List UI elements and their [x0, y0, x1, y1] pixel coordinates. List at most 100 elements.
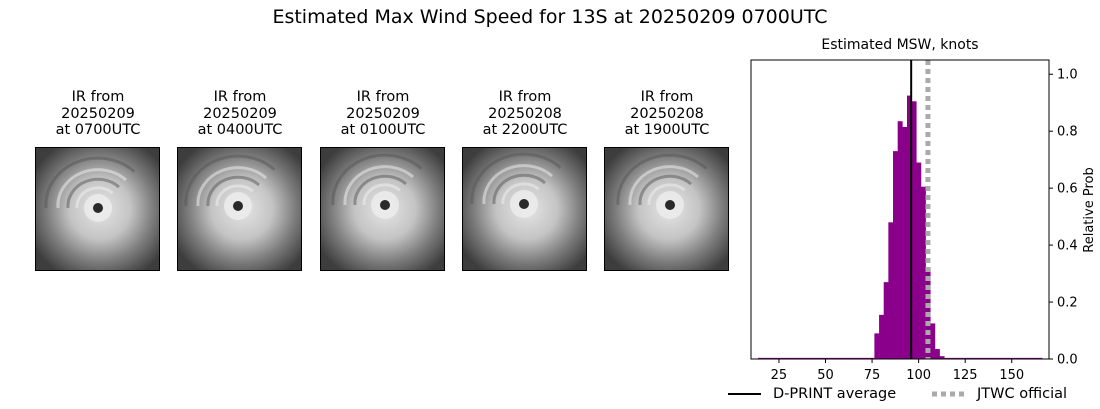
y-axis-label: Relative Prob	[1082, 167, 1097, 252]
ir-caption: IR from 20250208 at 1900UTC	[597, 89, 737, 141]
ir-caption-time: at 1900UTC	[624, 122, 710, 138]
x-tick-label: 75	[864, 368, 881, 383]
histogram-bar	[972, 357, 978, 359]
histogram-bar	[813, 357, 819, 359]
histogram-bar	[790, 357, 796, 359]
histogram-bar	[1032, 357, 1038, 359]
legend-label: D-PRINT average	[773, 386, 897, 402]
ir-panel: IR from 20250208 at 1900UTC	[597, 89, 737, 271]
histogram-bar	[874, 333, 880, 359]
histogram-bar	[897, 121, 903, 359]
y-tick-label: 0.0	[1057, 353, 1078, 368]
histogram-bar	[944, 357, 950, 359]
legend-item-jtwc: JTWC official	[932, 386, 1067, 402]
histogram-bar	[883, 282, 889, 359]
histogram-bar	[902, 126, 908, 360]
histogram-bar	[995, 357, 1001, 359]
legend-item-dprint: D-PRINT average	[728, 386, 896, 402]
x-tick-label: 50	[817, 368, 834, 383]
x-tick-label: 125	[953, 368, 978, 383]
histogram-bar	[939, 356, 945, 359]
ir-satellite-image	[462, 147, 587, 271]
x-tick-label: 100	[906, 368, 931, 383]
legend-label: JTWC official	[977, 386, 1068, 402]
histogram-bar	[851, 357, 857, 359]
ir-caption-line: IR from	[356, 89, 410, 105]
histogram-bar	[785, 357, 791, 359]
histogram-bar	[1037, 357, 1043, 359]
ir-caption: IR from 20250208 at 2200UTC	[455, 89, 595, 141]
histogram-bar	[818, 357, 824, 359]
ir-caption-line: IR from	[498, 89, 552, 105]
histogram-bar	[962, 357, 968, 359]
histogram-bar	[776, 357, 782, 359]
histogram-bar	[1004, 357, 1010, 359]
y-tick-label: 0.2	[1057, 296, 1078, 311]
ir-caption-time: at 0700UTC	[55, 122, 141, 138]
histogram-bar	[981, 357, 987, 359]
histogram-bar	[967, 357, 973, 359]
histogram-bar	[827, 357, 833, 359]
ir-panel: IR from 20250209 at 0100UTC	[313, 89, 453, 271]
histogram-bar	[855, 357, 861, 359]
ir-panel: IR from 20250209 at 0400UTC	[170, 89, 310, 271]
histogram-bar	[823, 357, 829, 359]
chart-title: Estimated MSW, knots	[821, 37, 978, 53]
histogram-bar	[986, 357, 992, 359]
ir-caption-time: at 0100UTC	[340, 122, 426, 138]
y-tick-label: 0.8	[1057, 125, 1078, 140]
histogram-bar	[837, 357, 843, 359]
histogram-bar	[911, 101, 917, 360]
histogram-bar	[804, 357, 810, 359]
histogram-bar	[953, 357, 959, 359]
histogram-bar	[869, 357, 875, 359]
histogram-bar	[879, 314, 885, 359]
ir-caption: IR from 20250209 at 0100UTC	[313, 89, 453, 141]
legend-solid-line-swatch	[728, 393, 761, 395]
histogram-bar	[809, 357, 815, 359]
histogram-bar	[762, 357, 768, 359]
y-tick-label: 0.4	[1057, 239, 1078, 254]
ir-satellite-image	[177, 147, 302, 271]
histogram-bar	[958, 357, 964, 359]
x-tick-label: 150	[999, 368, 1024, 383]
histogram-bar	[865, 357, 871, 359]
histogram-bar	[1023, 357, 1029, 359]
histogram-bar	[767, 357, 773, 359]
histogram-bar	[948, 357, 954, 359]
ir-satellite-image	[604, 147, 729, 271]
ir-caption-date: 20250208	[488, 105, 562, 122]
ir-caption: IR from 20250209 at 0400UTC	[170, 89, 310, 141]
x-tick-label: 25	[771, 368, 788, 383]
ir-satellite-image	[320, 147, 445, 271]
ir-caption-line: IR from	[213, 89, 267, 105]
histogram-bar	[930, 323, 936, 359]
ir-panel: IR from 20250209 at 0700UTC	[28, 89, 168, 271]
histogram-bar	[888, 222, 894, 359]
histogram-bar	[795, 357, 801, 359]
ir-caption-line: IR from	[71, 89, 125, 105]
histogram-bar	[1009, 357, 1015, 359]
histogram-bar	[1000, 357, 1006, 359]
ir-caption-date: 20250208	[630, 105, 704, 122]
histogram-bar	[1018, 357, 1024, 359]
plot-frame	[750, 59, 1050, 360]
y-tick-label: 0.6	[1057, 182, 1078, 197]
histogram-bar	[934, 349, 940, 359]
ir-caption-time: at 0400UTC	[197, 122, 283, 138]
ir-caption-date: 20250209	[61, 105, 135, 122]
histogram-bar	[781, 357, 787, 359]
page-title: Estimated Max Wind Speed for 13S at 2025…	[272, 6, 828, 28]
histogram-bar	[976, 357, 982, 359]
ir-caption: IR from 20250209 at 0700UTC	[28, 89, 168, 141]
histogram-bar	[920, 186, 926, 359]
legend-dotted-line-swatch	[932, 391, 965, 397]
ir-caption-date: 20250209	[346, 105, 420, 122]
histogram-bar	[990, 357, 996, 359]
histogram-bar	[832, 357, 838, 359]
histogram-bar	[1014, 357, 1020, 359]
ir-caption-date: 20250209	[203, 105, 277, 122]
histogram-bar	[771, 357, 777, 359]
histogram-bar	[916, 162, 922, 359]
